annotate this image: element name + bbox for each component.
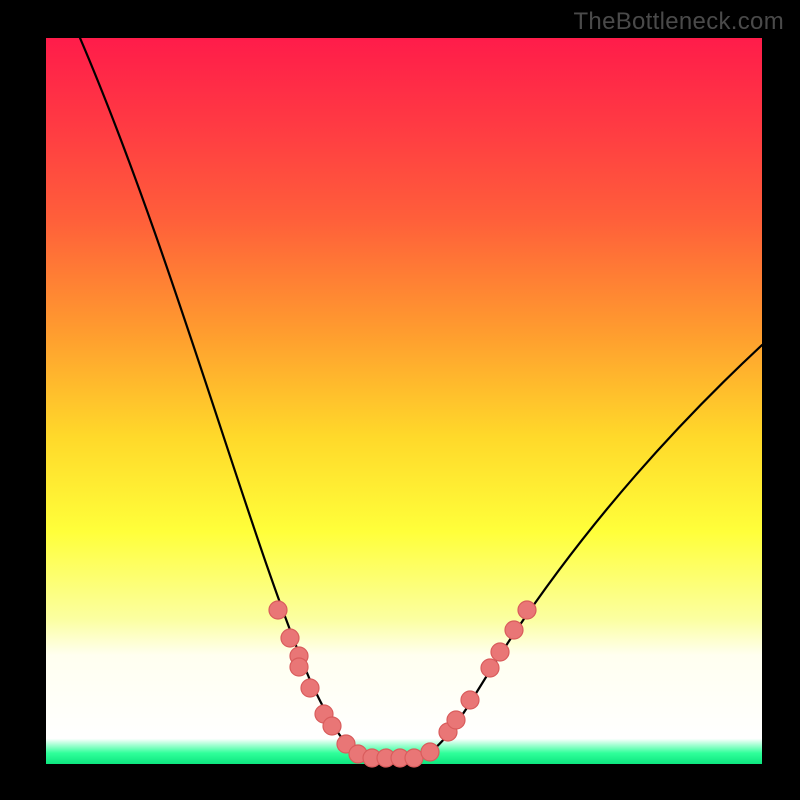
- curve-marker: [323, 717, 341, 735]
- curve-marker: [491, 643, 509, 661]
- chart-svg: [0, 0, 800, 800]
- curve-marker: [481, 659, 499, 677]
- curve-marker: [281, 629, 299, 647]
- curve-marker: [447, 711, 465, 729]
- curve-marker: [505, 621, 523, 639]
- plot-background: [46, 38, 762, 764]
- curve-marker: [290, 658, 308, 676]
- curve-marker: [405, 749, 423, 767]
- curve-marker: [269, 601, 287, 619]
- curve-marker: [518, 601, 536, 619]
- stage: TheBottleneck.com: [0, 0, 800, 800]
- curve-marker: [301, 679, 319, 697]
- curve-marker: [461, 691, 479, 709]
- curve-marker: [421, 743, 439, 761]
